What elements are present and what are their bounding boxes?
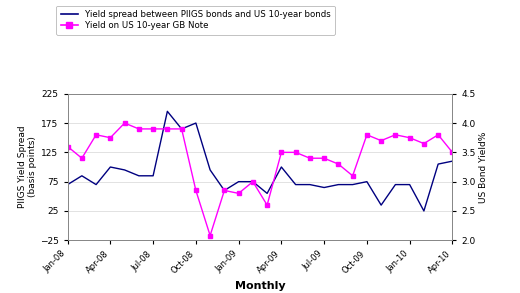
Yield on US 10-year GB Note [178,127,185,131]
Yield spread between PIIGS bonds and US 10-year bonds [321,186,327,189]
Line: Yield spread between PIIGS bonds and US 10-year bonds: Yield spread between PIIGS bonds and US … [68,111,452,211]
Yield spread between PIIGS bonds and US 10-year bonds [250,180,256,183]
X-axis label: Monthly: Monthly [235,281,285,291]
Yield on US 10-year GB Note [392,133,398,137]
Yield on US 10-year GB Note [193,189,199,192]
Yield spread between PIIGS bonds and US 10-year bonds [407,183,413,186]
Yield on US 10-year GB Note [107,136,113,139]
Yield on US 10-year GB Note [221,189,227,192]
Yield spread between PIIGS bonds and US 10-year bonds [150,174,156,178]
Yield on US 10-year GB Note [293,151,299,154]
Yield spread between PIIGS bonds and US 10-year bonds [264,192,270,195]
Yield on US 10-year GB Note [449,151,456,154]
Yield on US 10-year GB Note [250,180,256,183]
Yield on US 10-year GB Note [407,136,413,139]
Yield spread between PIIGS bonds and US 10-year bonds [335,183,342,186]
Yield on US 10-year GB Note [364,133,370,137]
Yield spread between PIIGS bonds and US 10-year bonds [435,162,441,166]
Yield spread between PIIGS bonds and US 10-year bonds [293,183,299,186]
Yield on US 10-year GB Note [435,133,441,137]
Yield on US 10-year GB Note [278,151,284,154]
Line: Yield on US 10-year GB Note: Yield on US 10-year GB Note [65,121,455,238]
Yield spread between PIIGS bonds and US 10-year bonds [122,168,128,172]
Yield on US 10-year GB Note [236,192,242,195]
Yield on US 10-year GB Note [421,142,427,145]
Yield spread between PIIGS bonds and US 10-year bonds [193,121,199,125]
Yield spread between PIIGS bonds and US 10-year bonds [449,159,456,163]
Yield spread between PIIGS bonds and US 10-year bonds [421,209,427,213]
Y-axis label: PIIGS Yield Spread
(basis points): PIIGS Yield Spread (basis points) [18,126,37,208]
Yield on US 10-year GB Note [164,127,171,131]
Yield spread between PIIGS bonds and US 10-year bonds [136,174,142,178]
Yield on US 10-year GB Note [264,203,270,207]
Yield spread between PIIGS bonds and US 10-year bonds [278,165,284,169]
Yield spread between PIIGS bonds and US 10-year bonds [221,189,227,192]
Yield on US 10-year GB Note [64,145,71,148]
Yield spread between PIIGS bonds and US 10-year bonds [64,183,71,186]
Yield spread between PIIGS bonds and US 10-year bonds [207,168,213,172]
Yield on US 10-year GB Note [122,121,128,125]
Yield spread between PIIGS bonds and US 10-year bonds [307,183,313,186]
Yield spread between PIIGS bonds and US 10-year bonds [164,110,171,113]
Yield on US 10-year GB Note [378,139,384,142]
Y-axis label: US Bond Yield%: US Bond Yield% [478,131,488,203]
Yield on US 10-year GB Note [349,174,356,178]
Yield on US 10-year GB Note [93,133,99,137]
Yield on US 10-year GB Note [136,127,142,131]
Yield spread between PIIGS bonds and US 10-year bonds [349,183,356,186]
Legend: Yield spread between PIIGS bonds and US 10-year bonds, Yield on US 10-year GB No: Yield spread between PIIGS bonds and US … [56,6,335,35]
Yield spread between PIIGS bonds and US 10-year bonds [107,165,113,169]
Yield on US 10-year GB Note [207,234,213,237]
Yield on US 10-year GB Note [321,156,327,160]
Yield spread between PIIGS bonds and US 10-year bonds [364,180,370,183]
Yield spread between PIIGS bonds and US 10-year bonds [378,203,384,207]
Yield on US 10-year GB Note [307,156,313,160]
Yield on US 10-year GB Note [79,156,85,160]
Yield spread between PIIGS bonds and US 10-year bonds [392,183,398,186]
Yield on US 10-year GB Note [150,127,156,131]
Yield spread between PIIGS bonds and US 10-year bonds [236,180,242,183]
Yield spread between PIIGS bonds and US 10-year bonds [93,183,99,186]
Yield spread between PIIGS bonds and US 10-year bonds [178,127,185,131]
Yield on US 10-year GB Note [335,162,342,166]
Yield spread between PIIGS bonds and US 10-year bonds [79,174,85,178]
